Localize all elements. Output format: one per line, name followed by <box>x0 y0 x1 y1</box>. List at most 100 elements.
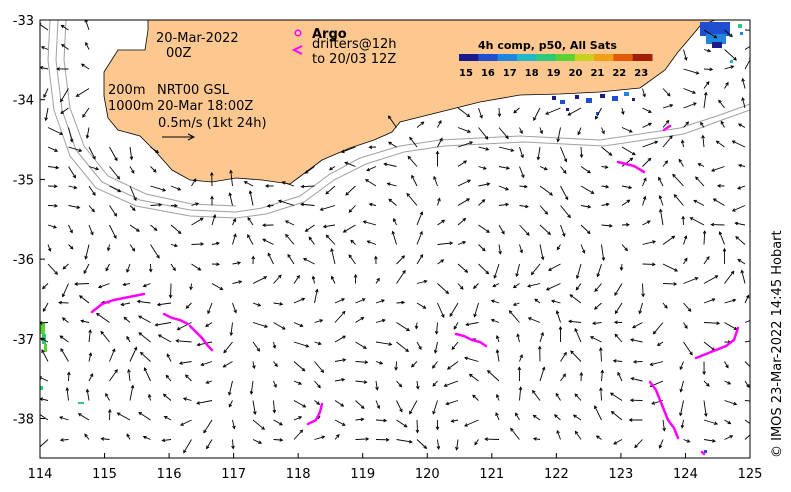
current-vector <box>498 146 514 152</box>
current-vector <box>703 322 720 324</box>
current-vector-head <box>530 271 535 276</box>
current-vector-head <box>732 298 737 303</box>
current-vector <box>180 419 192 426</box>
colorbar-tick-label: 16 <box>481 68 495 79</box>
current-vector <box>672 174 684 187</box>
current-vector-head <box>364 360 369 364</box>
current-vector <box>109 146 118 161</box>
current-vector-head <box>85 388 90 393</box>
current-vector <box>150 224 158 231</box>
current-vector <box>737 185 746 190</box>
current-vector <box>273 419 283 426</box>
current-vector-head <box>717 184 721 188</box>
current-vector <box>293 380 302 385</box>
current-vector <box>273 302 283 305</box>
current-vector <box>487 370 500 382</box>
current-vector-head <box>177 230 182 235</box>
current-vector <box>205 322 213 327</box>
current-vector-head <box>287 253 291 258</box>
current-vector-head <box>432 410 436 415</box>
current-vector-head <box>497 113 502 118</box>
drifter-track <box>662 124 672 132</box>
current-vector <box>203 419 213 434</box>
current-vector <box>273 361 278 367</box>
current-vector-head <box>558 325 563 330</box>
current-vector-head <box>714 421 718 426</box>
current-vector-head <box>540 256 545 261</box>
current-vector <box>229 193 233 206</box>
current-vector-head <box>253 411 257 415</box>
current-vector <box>126 336 131 343</box>
current-vector-head <box>709 67 714 72</box>
x-tick-label: 121 <box>479 467 504 482</box>
current-vector <box>40 24 49 31</box>
current-vector-head <box>589 336 594 340</box>
current-vector-head <box>473 285 477 290</box>
current-vector <box>650 361 664 366</box>
current-vector-head <box>65 387 70 391</box>
isobath-1000-label: 1000m <box>108 99 154 114</box>
current-vector <box>85 20 90 31</box>
current-vector <box>683 439 690 443</box>
current-vector <box>41 46 49 50</box>
current-vector-head <box>316 401 321 405</box>
current-vector-head <box>247 234 251 238</box>
current-vector-head <box>567 112 572 116</box>
current-vector-head <box>60 98 64 103</box>
current-vector <box>724 419 731 425</box>
current-vector-head <box>495 412 499 417</box>
current-vector-head <box>368 202 373 207</box>
current-vector <box>601 244 605 261</box>
current-vector <box>474 302 479 317</box>
x-tick-label: 120 <box>415 467 440 482</box>
current-vector <box>88 166 99 170</box>
current-vector <box>325 185 336 195</box>
current-vector <box>326 234 336 245</box>
current-vector-head <box>210 195 214 200</box>
current-vector-head <box>711 168 715 172</box>
current-vector-head <box>407 155 412 160</box>
drifter-track <box>616 160 646 174</box>
current-vector-head <box>158 203 163 207</box>
current-vector <box>580 166 591 174</box>
current-vector-head <box>207 310 211 315</box>
current-vector-head <box>495 334 500 339</box>
current-vector <box>703 49 711 52</box>
current-vector <box>545 107 561 115</box>
current-vector <box>211 242 220 245</box>
scale-arrow <box>162 133 196 141</box>
current-vector <box>613 439 623 445</box>
current-vector <box>355 380 367 383</box>
current-vector <box>683 121 689 128</box>
current-vector-head <box>386 182 391 186</box>
current-vector <box>658 177 664 187</box>
current-vector-head <box>649 362 654 366</box>
current-vector <box>457 160 467 167</box>
current-vector-head <box>368 145 373 149</box>
current-vector-head <box>679 412 683 417</box>
current-vector-head <box>152 168 157 173</box>
current-vector-head <box>376 277 380 282</box>
current-vector <box>416 280 427 284</box>
current-vector <box>681 419 684 428</box>
current-vector-head <box>451 346 456 351</box>
current-vector-head <box>512 284 517 289</box>
current-vector-head <box>178 361 183 365</box>
current-vector <box>478 107 483 118</box>
argo-marker <box>294 29 302 37</box>
current-vector <box>594 283 602 292</box>
current-vector <box>273 341 276 349</box>
current-vector <box>68 224 73 233</box>
current-vector <box>519 244 523 253</box>
current-vector <box>314 436 325 440</box>
current-vector <box>47 127 63 135</box>
current-vector-head <box>594 288 598 293</box>
current-vector <box>662 283 677 285</box>
current-vector <box>642 107 652 113</box>
x-axis: 114 115 116 117 118 119 120 121 122 123 124 125 <box>28 453 762 482</box>
current-vector-head <box>401 255 406 259</box>
current-vector <box>416 380 419 389</box>
current-vector <box>456 439 459 450</box>
current-vector <box>40 414 49 421</box>
current-vector <box>642 141 658 148</box>
